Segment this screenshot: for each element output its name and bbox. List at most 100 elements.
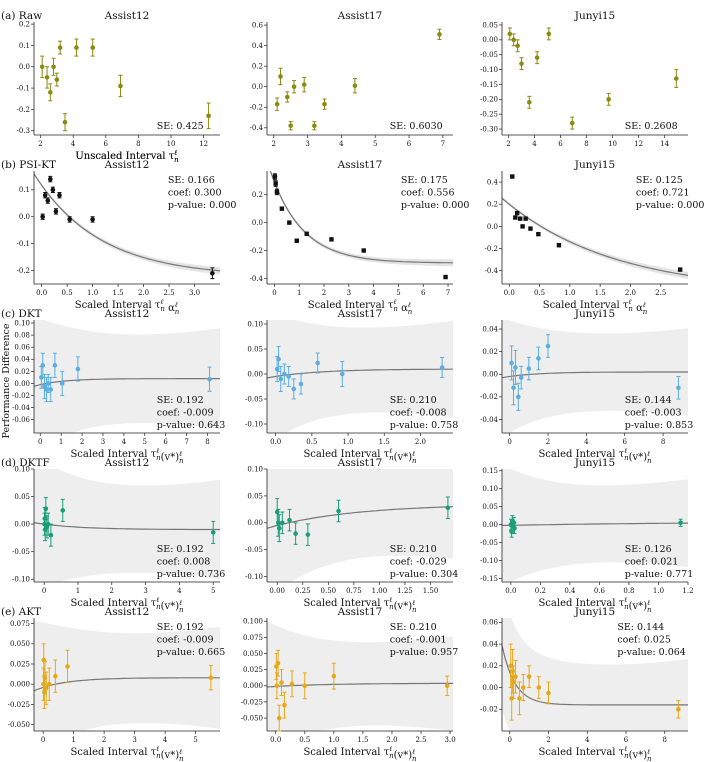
x-tick-label: 2 bbox=[80, 438, 84, 446]
confidence-band bbox=[34, 620, 220, 731]
data-point bbox=[294, 238, 299, 243]
data-point bbox=[282, 702, 287, 708]
stat-annotation: p-value: 0.064 bbox=[617, 647, 686, 658]
stat-annotation: SE: 0.192 bbox=[157, 544, 204, 555]
data-point bbox=[276, 715, 282, 721]
x-tick-label: 2 bbox=[110, 587, 114, 595]
x-axis-label: Scaled Interval τℓ n(v*)ℓ n bbox=[303, 596, 417, 614]
confidence-band bbox=[502, 469, 688, 582]
data-point bbox=[40, 214, 45, 220]
y-tick-label: 0.04 bbox=[482, 325, 498, 333]
y-tick-label: 0.4 bbox=[252, 42, 264, 50]
data-point bbox=[536, 685, 542, 690]
data-point bbox=[676, 385, 681, 391]
stat-annotation: SE: 0.210 bbox=[390, 544, 437, 555]
subplot-title: Assist17 bbox=[337, 159, 383, 171]
y-tick-label: 0.4 bbox=[487, 178, 499, 186]
y-tick-label: 0.025 bbox=[10, 660, 30, 668]
y-tick-label: 0.1 bbox=[19, 186, 30, 194]
x-tick-label: 0.0 bbox=[270, 736, 281, 744]
data-point bbox=[536, 231, 541, 237]
data-point bbox=[339, 371, 345, 377]
x-tick-label: 6 bbox=[104, 140, 109, 148]
data-point bbox=[510, 174, 515, 179]
data-point bbox=[507, 31, 513, 37]
x-tick-label: 0.0 bbox=[505, 587, 516, 595]
x-tick-label: 0.4 bbox=[564, 587, 576, 595]
y-tick-label: 0.00 bbox=[482, 371, 498, 379]
subplot--e-aktassist17: 0.0 0.5 1.0 1.5 2.0 2.5 3.0 0.100 0.075 0.050 0.02… bbox=[241, 606, 459, 762]
subplot-title: Assist12 bbox=[104, 159, 150, 171]
fitted-curve bbox=[502, 645, 688, 706]
data-point bbox=[275, 520, 281, 526]
y-tick-label: 0.0 bbox=[252, 83, 263, 91]
y-tick-label: 0.0 bbox=[19, 63, 30, 71]
data-point bbox=[293, 531, 298, 536]
data-point bbox=[43, 685, 49, 691]
y-tick-label: -0.05 bbox=[12, 548, 30, 556]
data-point bbox=[279, 680, 284, 685]
data-point bbox=[44, 387, 49, 392]
x-tick-label: 7 bbox=[446, 289, 450, 297]
y-tick-label: 0.04 bbox=[482, 640, 498, 648]
y-tick-label: 0.0 bbox=[487, 223, 498, 231]
confidence-band bbox=[267, 320, 453, 433]
x-tick-label: 1.5 bbox=[379, 438, 390, 446]
x-tick-label: 7 bbox=[184, 438, 188, 446]
data-point bbox=[289, 681, 295, 687]
data-point bbox=[508, 663, 514, 669]
fitted-curve bbox=[502, 522, 688, 527]
stat-annotation: p-value: 0.000 bbox=[401, 200, 470, 211]
stat-annotation: p-value: 0.758 bbox=[390, 420, 459, 431]
y-tick-label: -0.4 bbox=[485, 267, 499, 275]
x-tick-label: 6 bbox=[624, 736, 629, 744]
x-tick-label: 0.5 bbox=[306, 438, 317, 446]
stat-annotation: SE: 0.192 bbox=[157, 395, 204, 406]
stat-annotation: SE: 0.2608 bbox=[625, 121, 678, 132]
y-tick-label: -0.02 bbox=[480, 706, 498, 714]
data-point bbox=[44, 75, 50, 80]
x-tick-label: 10 bbox=[608, 140, 617, 148]
subplot--b-psi-ktassist12: 0.0 0.5 1.0 1.5 2.0 2.5 3.0 0.1 0.0 -0.1 -0.2 Assis… bbox=[1, 159, 236, 316]
data-point bbox=[546, 31, 552, 37]
x-tick-label: 0.25 bbox=[295, 587, 311, 595]
data-point bbox=[207, 376, 212, 382]
y-tick-label: -0.1 bbox=[17, 240, 31, 248]
y-tick-label: 0.15 bbox=[482, 467, 498, 475]
x-tick-label: 4 bbox=[71, 140, 76, 148]
stat-annotation: coef: -0.009 bbox=[157, 408, 214, 419]
data-point bbox=[75, 366, 81, 372]
y-tick-label: 0.100 bbox=[243, 618, 263, 626]
y-tick-label: -0.025 bbox=[8, 701, 30, 709]
data-point bbox=[276, 525, 282, 531]
y-tick-label: 0.05 bbox=[482, 21, 498, 29]
y-tick-label: 0.0 bbox=[19, 213, 30, 221]
confidence-band bbox=[267, 621, 453, 731]
data-point bbox=[62, 119, 68, 125]
x-tick-label: 10 bbox=[167, 140, 176, 148]
x-tick-label: 4 bbox=[177, 587, 182, 595]
data-point bbox=[517, 696, 522, 701]
y-tick-label: 0.04 bbox=[14, 356, 30, 364]
x-tick-label: 7 bbox=[441, 140, 445, 148]
y-tick-label: 0.00 bbox=[14, 380, 30, 388]
data-point bbox=[282, 371, 287, 377]
subplot-title: Assist12 bbox=[104, 457, 150, 469]
subplot--c-dktjunyi15: 0 2 4 6 8 0.04 0.02 0.00 -0.02 -0.04 Junyi15 Scaled… bbox=[480, 308, 693, 465]
x-tick-label: 0.00 bbox=[269, 587, 285, 595]
x-tick-label: 4 bbox=[163, 736, 168, 744]
y-tick-label: -0.4 bbox=[250, 124, 264, 132]
y-tick-label: 0.08 bbox=[14, 332, 30, 340]
data-point bbox=[673, 76, 679, 81]
y-tick-label: -0.10 bbox=[12, 576, 30, 584]
stat-annotation: SE: 0.144 bbox=[617, 622, 664, 633]
stat-annotation: coef: -0.009 bbox=[157, 635, 214, 646]
confidence-band bbox=[267, 469, 453, 582]
data-point bbox=[329, 237, 334, 242]
data-point bbox=[545, 343, 551, 349]
x-tick-label: 1.25 bbox=[397, 587, 413, 595]
y-tick-label: -0.2 bbox=[17, 106, 31, 114]
x-axis-label: Unscaled Interval τℓ n bbox=[75, 149, 179, 164]
fitted-curve bbox=[269, 171, 453, 264]
subplot-title: Assist12 bbox=[104, 10, 150, 22]
